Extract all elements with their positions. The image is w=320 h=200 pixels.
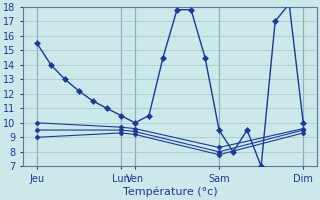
X-axis label: Température (°c): Température (°c) bbox=[123, 187, 217, 197]
